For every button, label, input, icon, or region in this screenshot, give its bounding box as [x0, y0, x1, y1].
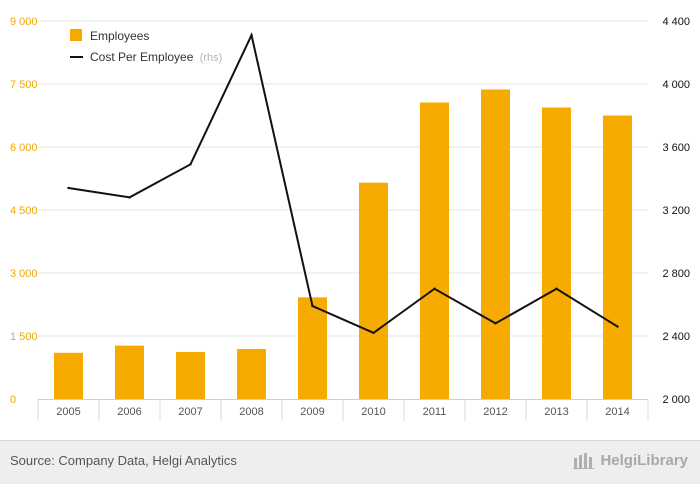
employees-bar: [54, 352, 83, 399]
footer: Source: Company Data, Helgi Analytics He…: [0, 440, 700, 484]
x-axis-tick-label: 2008: [239, 406, 263, 418]
left-axis-tick-label: 4 500: [10, 205, 38, 217]
right-axis-tick-label: 2 400: [662, 331, 690, 343]
left-axis-tick-label: 0: [10, 394, 16, 406]
left-axis-tick-label: 6 000: [10, 142, 38, 154]
employees-bar: [542, 107, 571, 400]
cost-per-employee-point: [494, 322, 497, 325]
cost-per-employee-point: [189, 163, 192, 166]
cost-per-employee-point: [616, 325, 619, 328]
cost-per-employee-line: [67, 32, 619, 335]
brand-logo[interactable]: HelgiLibrary: [573, 451, 688, 469]
cost-per-employee-point: [372, 331, 375, 335]
x-axis-tick-label: 2006: [117, 406, 141, 418]
legend: Employees Cost Per Employee (rhs): [70, 29, 222, 64]
cost-per-employee-point: [555, 287, 558, 290]
cost-per-employee-point: [67, 186, 70, 190]
legend-label-employees: Employees: [90, 29, 149, 43]
employees-bars: [54, 89, 632, 400]
employees-bar: [603, 115, 632, 399]
chart: 0 1 500 3 000 4 500 6 000 7 500 9 000 2 000 2 4…: [10, 16, 690, 421]
x-axis: 2005 2006 2007 2008 2009 2010 2011 2012 2013 2014: [37, 399, 649, 421]
cost-per-employee-line-path: [68, 32, 619, 334]
svg-text:Cost Per Employee (rhs): Cost Per Employee (rhs): [90, 50, 222, 64]
source-text: Source: Company Data, Helgi Analytics: [10, 453, 237, 468]
x-axis-tick-label: 2013: [544, 406, 568, 418]
x-axis-tick-label: 2010: [361, 406, 385, 418]
library-icon: [573, 453, 595, 469]
right-axis-tick-label: 2 800: [662, 268, 690, 280]
x-axis-tick-label: 2011: [423, 406, 447, 418]
cost-per-employee-point: [311, 304, 314, 308]
left-axis-tick-label: 9 000: [10, 16, 38, 28]
legend-swatch-employees: [70, 29, 82, 41]
right-axis-tick-label: 4 400: [662, 16, 690, 28]
brand-name: HelgiLibrary: [600, 451, 688, 469]
right-axis-tick-label: 3 600: [662, 142, 690, 154]
employees-bar: [298, 297, 327, 399]
legend-label-rhs-suffix: (rhs): [200, 52, 223, 64]
cost-per-employee-point: [250, 33, 253, 37]
left-axis-tick-label: 7 500: [10, 79, 38, 91]
cost-per-employee-point: [128, 196, 131, 199]
employees-bar: [481, 89, 510, 400]
cost-per-employee-point: [433, 287, 436, 290]
left-axis-tick-label: 3 000: [10, 268, 38, 280]
legend-label-cost-per-employee: Cost Per Employee: [90, 50, 194, 64]
right-axis-tick-label: 2 000: [662, 394, 690, 406]
x-axis-tick-label: 2005: [56, 406, 80, 418]
x-axis-tick-label: 2012: [483, 406, 507, 418]
employees-bar: [176, 351, 205, 399]
employees-bar: [115, 345, 144, 399]
x-axis-tick-label: 2007: [178, 406, 202, 418]
left-axis-tick-label: 1 500: [10, 331, 38, 343]
right-axis-ticks: 2 000 2 400 2 800 3 200 3 600 4 000 4 400: [662, 16, 690, 406]
employees-bar: [359, 182, 388, 399]
employees-bar: [237, 349, 266, 399]
x-axis-tick-label: 2009: [300, 406, 324, 418]
right-axis-tick-label: 4 000: [662, 79, 690, 91]
x-axis-tick-label: 2014: [605, 406, 629, 418]
left-axis-ticks: 0 1 500 3 000 4 500 6 000 7 500 9 000: [10, 16, 38, 406]
right-axis-tick-label: 3 200: [662, 205, 690, 217]
employees-bar: [420, 102, 449, 399]
